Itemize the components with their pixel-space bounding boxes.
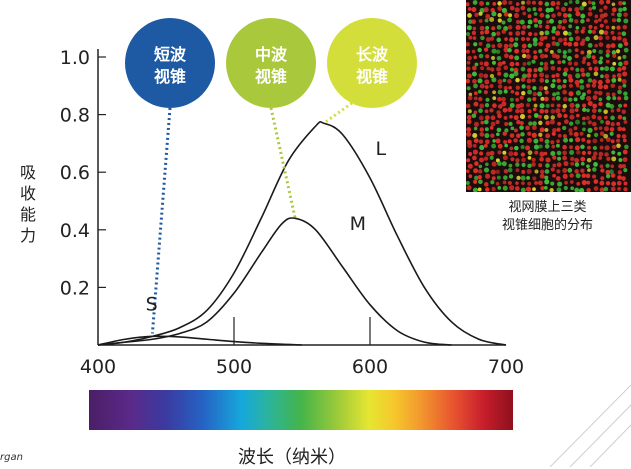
cone-bubble	[125, 18, 215, 108]
curve-label-m: M	[350, 213, 366, 235]
cone-bubble-label-line2: 视锥	[154, 67, 186, 86]
y-tick-label: 0.8	[60, 105, 90, 127]
retina-caption: 视网膜上三类 视锥细胞的分布	[470, 199, 625, 235]
y-axis-label: 吸收能力	[20, 163, 37, 245]
visible-spectrum-bar	[89, 390, 513, 430]
cone-bubble-label-line2: 视锥	[356, 67, 388, 86]
x-tick-label: 700	[488, 356, 524, 378]
curve-label-l: L	[375, 138, 386, 160]
cone-bubble-label-line1: 中波	[255, 45, 288, 64]
x-tick-label: 400	[80, 356, 116, 378]
x-tick-label: 600	[352, 356, 388, 378]
curve-label-s: S	[146, 293, 158, 315]
tick-labels: 0.2 0.4 0.6 0.8 1.0 400 500 600 700 L M S	[60, 47, 524, 378]
retina-caption-line2: 视锥细胞的分布	[501, 218, 593, 233]
cone-bubble	[327, 18, 417, 108]
cone-bubble-label-line1: 长波	[356, 45, 389, 64]
y-tick-label: 0.6	[60, 162, 90, 184]
series-line-s	[97, 335, 303, 346]
leader-lines	[150, 101, 353, 334]
series-line-l	[97, 121, 507, 346]
cone-bubble	[226, 18, 316, 108]
y-tick-label: 0.2	[60, 277, 90, 299]
cone-bubble-label-line1: 短波	[154, 45, 187, 64]
retina-mosaic-image	[466, 0, 631, 192]
series-line-m	[97, 217, 452, 346]
cone-bubble-label-line2: 视锥	[255, 67, 287, 86]
leader-line	[322, 101, 353, 125]
corner-text: rgan	[0, 452, 23, 463]
retina-caption-line1: 视网膜上三类	[508, 200, 587, 215]
x-tick-label: 500	[216, 356, 252, 378]
y-tick-label: 1.0	[60, 47, 90, 69]
x-axis-label: 波长（纳米）	[238, 447, 346, 468]
y-tick-label: 0.4	[60, 220, 90, 242]
decorative-diagonal-lines	[549, 385, 631, 467]
leader-line	[269, 107, 297, 219]
curves	[97, 121, 507, 346]
